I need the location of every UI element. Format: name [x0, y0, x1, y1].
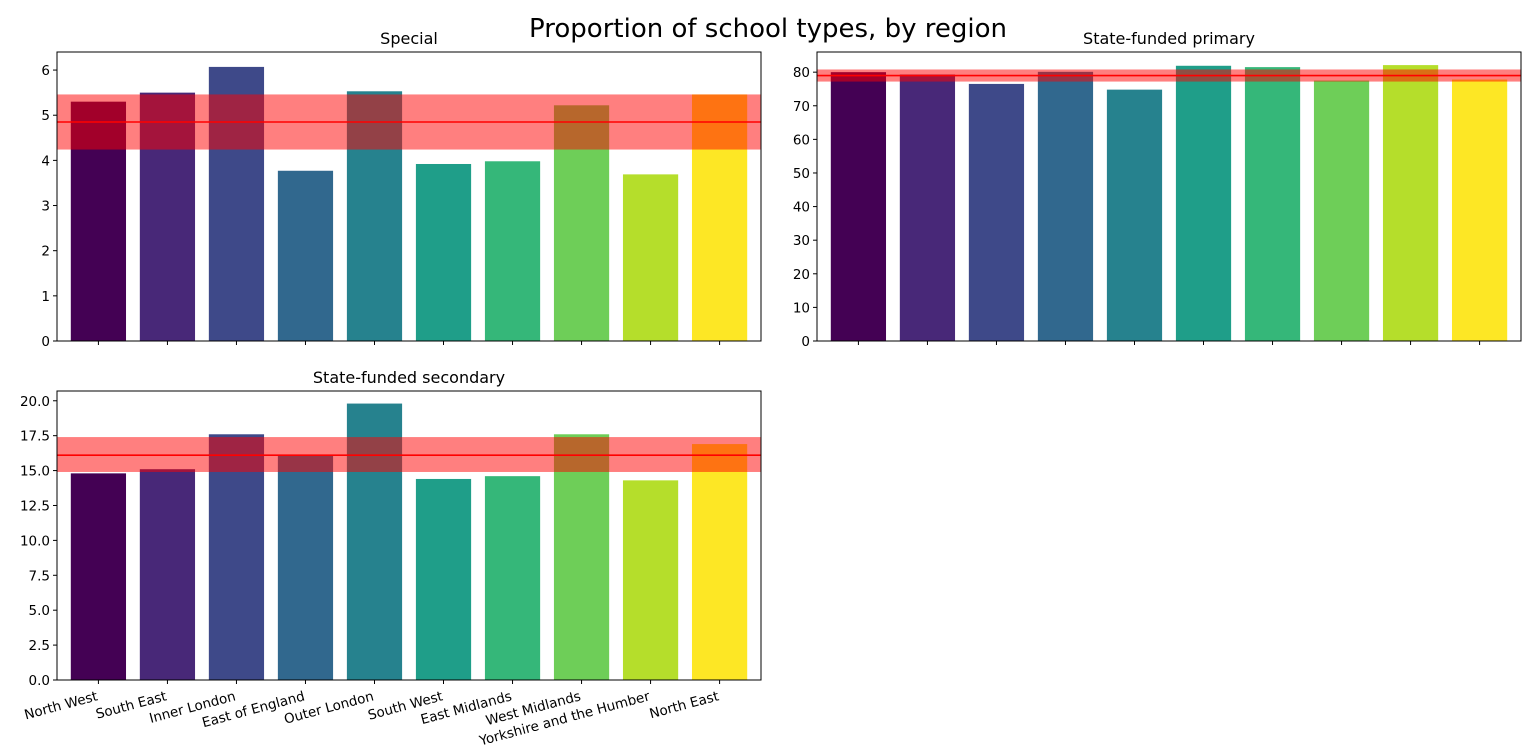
bar: [70, 473, 127, 680]
plot-frame: [816, 51, 1522, 342]
y-tick-label: 4: [41, 153, 50, 169]
y-tick-label: 20: [793, 267, 810, 283]
bar: [553, 434, 610, 680]
y-tick-label: 20.0: [20, 394, 50, 410]
y-tick-label: 15.0: [20, 464, 50, 480]
y-tick-label: 2: [41, 244, 50, 260]
y-tick-label: 10.0: [20, 533, 50, 549]
y-tick-label: 2.5: [29, 638, 50, 654]
y-tick-label: 12.5: [20, 498, 50, 514]
bar: [1313, 80, 1370, 341]
bar: [830, 72, 887, 342]
y-tick-label: 50: [793, 166, 810, 182]
x-tick-label: North East: [648, 688, 721, 722]
bar: [277, 170, 334, 341]
y-tick-label: 6: [41, 63, 50, 79]
bar: [139, 469, 196, 680]
y-tick-label: 0: [801, 334, 810, 350]
bar: [277, 455, 334, 680]
bar: [1382, 65, 1439, 342]
plot-frame: [56, 390, 762, 681]
bar: [691, 444, 748, 680]
bar: [622, 480, 679, 680]
bar: [899, 74, 956, 342]
y-tick-label: 40: [793, 200, 810, 216]
bar: [1451, 79, 1508, 341]
y-tick-label: 1: [41, 289, 50, 305]
figure-title: Proportion of school types, by region: [529, 14, 1007, 44]
y-tick-label: 80: [793, 65, 810, 81]
y-tick-label: 0: [41, 334, 50, 350]
bar: [968, 83, 1025, 342]
chart-panel: State-funded secondary 0.0 2.5 5.0 7.5 10.0 12…: [20, 368, 762, 750]
bar: [1175, 65, 1232, 342]
y-tick-label: 3: [41, 199, 50, 215]
y-tick-label: 10: [793, 300, 810, 316]
bar: [484, 476, 541, 680]
bar: [622, 174, 679, 341]
panel-title: State-funded secondary: [313, 368, 505, 387]
bar: [208, 434, 265, 680]
panel-title: State-funded primary: [1083, 29, 1255, 48]
y-tick-label: 70: [793, 99, 810, 115]
chart-panel: State-funded primary 0 10 20 30 40 50 60 70 80: [793, 29, 1522, 350]
y-tick-label: 7.5: [29, 568, 50, 584]
bar: [415, 478, 472, 680]
y-tick-label: 5: [41, 108, 50, 124]
bar: [415, 163, 472, 341]
bar: [1244, 67, 1301, 341]
y-tick-label: 5.0: [29, 603, 50, 619]
bar: [1106, 89, 1163, 341]
x-tick-label: North West: [23, 688, 100, 723]
y-tick-label: 17.5: [20, 429, 50, 445]
plot-frame: [56, 51, 762, 342]
y-tick-label: 60: [793, 132, 810, 148]
bar: [1037, 71, 1094, 341]
bar: [484, 161, 541, 341]
y-tick-label: 30: [793, 233, 810, 249]
panel-title: Special: [380, 29, 438, 48]
y-tick-label: 0.0: [29, 673, 50, 689]
chart-panel: Special 0 1 2 3 4 5 6: [41, 29, 762, 350]
